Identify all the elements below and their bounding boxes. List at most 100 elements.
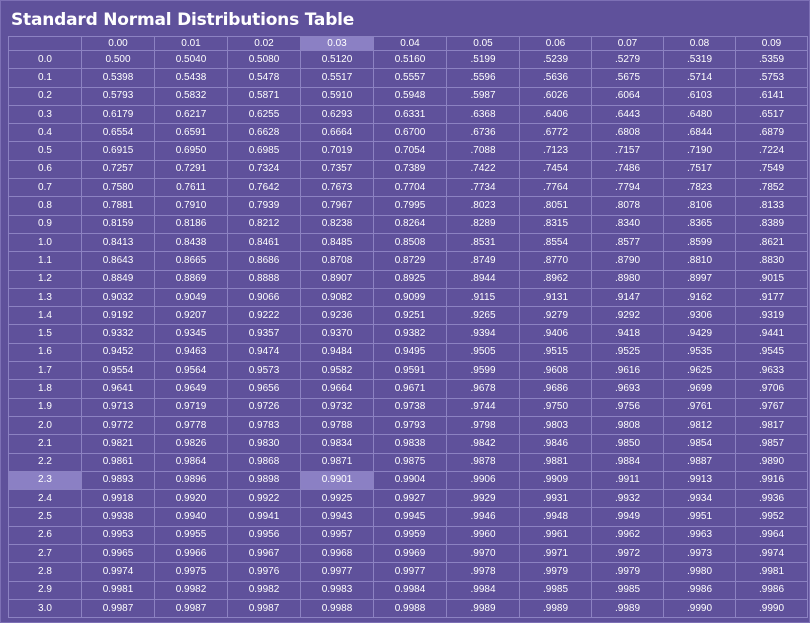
- table-cell: .6103: [663, 86, 736, 106]
- table-cell: 0.8212: [227, 214, 301, 234]
- table-cell: .5753: [735, 68, 808, 88]
- table-cell: 0.8643: [81, 251, 155, 271]
- table-cell: 0.8849: [81, 269, 155, 289]
- table-cell: .8133: [735, 196, 808, 216]
- table-cell: 0.9719: [154, 397, 228, 417]
- table-cell: 0.9966: [154, 544, 228, 564]
- table-cell: 0.9977: [373, 562, 447, 582]
- row-header: 1.9: [8, 397, 82, 417]
- table-cell: .8315: [519, 214, 592, 234]
- table-cell: 0.9983: [300, 580, 374, 600]
- table-cell: .9990: [735, 598, 808, 619]
- table-cell: 0.9834: [300, 434, 374, 454]
- table-cell: 0.9982: [154, 580, 228, 600]
- table-cell: .9608: [519, 361, 592, 381]
- table-cell: 0.9207: [154, 306, 228, 326]
- table-row: 0.2 0.5793 0.5832 0.5871 0.5910 0.5948.5987.6…: [8, 86, 808, 106]
- table-cell: .9932: [591, 489, 664, 509]
- table-cell: .9990: [663, 598, 736, 619]
- table-cell: 0.7967: [300, 196, 374, 216]
- table-cell: 0.9564: [154, 361, 228, 381]
- table-cell: 0.5517: [300, 68, 374, 88]
- table-cell: .8577: [591, 232, 664, 253]
- table-cell: 0.9591: [373, 361, 447, 381]
- table-cell: .9948: [519, 507, 592, 527]
- table-cell: .9985: [591, 580, 664, 600]
- table-cell: .6064: [591, 86, 664, 106]
- table-cell: 0.5080: [227, 49, 301, 70]
- table-cell: 0.9251: [373, 306, 447, 326]
- table-cell: .9973: [663, 544, 736, 564]
- table-cell: 0.8729: [373, 251, 447, 271]
- table-cell: 0.9945: [373, 507, 447, 527]
- table-cell: 0.6554: [81, 123, 155, 143]
- table-cell: .9911: [591, 470, 664, 491]
- table-row: 2.3 0.9893 0.9896 0.9898 0.9901 0.9904.9906.9…: [8, 470, 808, 491]
- table-cell: .9854: [663, 434, 736, 454]
- table-row: 0.6 0.7257 0.7291 0.7324 0.7357 0.7389.7422.7…: [8, 159, 808, 180]
- table-cell: 0.8665: [154, 251, 228, 271]
- table-cell: 0.7910: [154, 196, 228, 216]
- table-cell: 0.9987: [81, 598, 155, 619]
- table-cell: .8770: [519, 251, 592, 271]
- table-cell: 0.7291: [154, 159, 228, 180]
- table-cell: 0.9955: [154, 525, 228, 546]
- row-header: 0.5: [8, 141, 82, 161]
- table-cell: 0.9987: [227, 598, 301, 619]
- table-cell: 0.9925: [300, 489, 374, 509]
- table-row: 0.7 0.7580 0.7611 0.7642 0.7673 0.7704.7734.7…: [8, 178, 808, 198]
- column-header: 0.01: [154, 36, 228, 51]
- table-cell: 0.9975: [154, 562, 228, 582]
- table-cell: .9429: [663, 324, 736, 344]
- table-cell: 0.6985: [227, 141, 301, 161]
- table-cell: 0.5398: [81, 68, 155, 88]
- table-cell: 0.5438: [154, 68, 228, 88]
- table-cell: .8023: [446, 196, 520, 216]
- table-cell: 0.7357: [300, 159, 374, 180]
- table-cell: .5636: [519, 68, 592, 88]
- table-cell: .7852: [735, 178, 808, 198]
- table-cell: 0.5557: [373, 68, 447, 88]
- column-header: 0.03: [300, 36, 374, 51]
- table-cell: 0.9641: [81, 379, 155, 399]
- table-cell: 0.9953: [81, 525, 155, 546]
- table-cell: 0.6628: [227, 123, 301, 143]
- row-header: 1.7: [8, 361, 82, 381]
- row-header: 1.8: [8, 379, 82, 399]
- table-cell: .8051: [519, 196, 592, 216]
- table-cell: .9850: [591, 434, 664, 454]
- table-cell: 0.9920: [154, 489, 228, 509]
- table-cell: .7486: [591, 159, 664, 180]
- table-cell: .9699: [663, 379, 736, 399]
- column-header: 0.09: [735, 36, 808, 51]
- table-cell: .9884: [591, 452, 664, 472]
- table-cell: .9319: [735, 306, 808, 326]
- table-row: 0.4 0.6554 0.6591 0.6628 0.6664 0.6700.6736.6…: [8, 123, 808, 143]
- table-cell: .7823: [663, 178, 736, 198]
- table-cell: .7454: [519, 159, 592, 180]
- table-cell: 0.9984: [373, 580, 447, 600]
- column-header: 0.04: [373, 36, 447, 51]
- table-cell: .9979: [591, 562, 664, 582]
- table-cell: 0.9898: [227, 470, 301, 491]
- table-cell: .8389: [735, 214, 808, 234]
- table-cell: 0.9554: [81, 361, 155, 381]
- table-cell: 0.9582: [300, 361, 374, 381]
- table-cell: .5987: [446, 86, 520, 106]
- table-row: 2.9 0.9981 0.9982 0.9982 0.9983 0.9984.9984.9…: [8, 580, 808, 600]
- table-cell: 0.9066: [227, 287, 301, 308]
- table-cell: .7794: [591, 178, 664, 198]
- table-cell: 0.9943: [300, 507, 374, 527]
- table-cell: .7764: [519, 178, 592, 198]
- row-header: 2.9: [8, 580, 82, 600]
- page-title: Standard Normal Distributions Table: [11, 10, 355, 30]
- table-cell: 0.9664: [300, 379, 374, 399]
- table-row: 2.2 0.9861 0.9864 0.9868 0.9871 0.9875.9878.9…: [8, 452, 808, 472]
- table-cell: .9989: [446, 598, 520, 619]
- table-cell: 0.6915: [81, 141, 155, 161]
- table-cell: .9989: [591, 598, 664, 619]
- table-cell: 0.8413: [81, 232, 155, 253]
- table-cell: .9292: [591, 306, 664, 326]
- table-row: 2.0 0.9772 0.9778 0.9783 0.9788 0.9793.9798.9…: [8, 415, 808, 436]
- table-cell: 0.6293: [300, 104, 374, 125]
